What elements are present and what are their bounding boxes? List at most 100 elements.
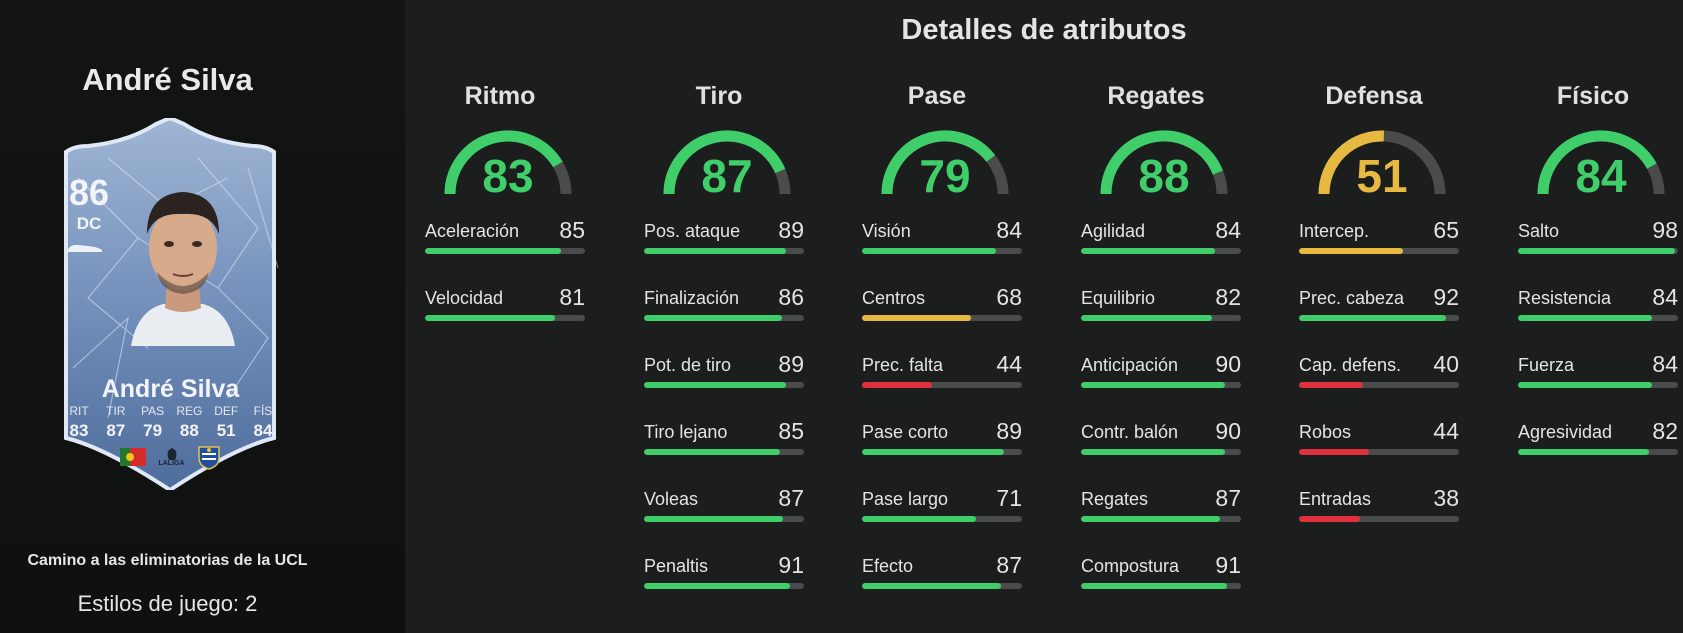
- attribute-bar-fill: [644, 583, 790, 589]
- attribute-name: Fuerza: [1518, 355, 1575, 375]
- attribute-bar-fill: [862, 315, 971, 321]
- attribute-bar-fill: [1081, 516, 1221, 522]
- attribute-value: 84: [1652, 284, 1678, 310]
- card-stat: TIR 87: [99, 404, 133, 441]
- category-4: Defensa 51 Intercep. 65 Prec. cabeza 92 Cap. d…: [1299, 82, 1459, 556]
- attribute-name: Robos: [1299, 422, 1352, 442]
- category-name: Ritmo: [464, 82, 536, 110]
- gauge-fill: [444, 130, 563, 195]
- attribute-bar-track: [1299, 382, 1459, 388]
- attribute-row[interactable]: Pot. de tiro 89: [644, 351, 804, 422]
- attribute-bar-track: [644, 248, 804, 254]
- card-stat: FÍS 84: [246, 404, 280, 441]
- attribute-name: Compostura: [1081, 556, 1180, 576]
- gauge-fill: [663, 130, 786, 195]
- attribute-row[interactable]: Equilibrio 82: [1081, 284, 1241, 355]
- attribute-row[interactable]: Velocidad 81: [425, 284, 585, 355]
- attribute-value: 92: [1433, 284, 1459, 310]
- attribute-row[interactable]: Prec. cabeza 92: [1299, 284, 1459, 355]
- card-stat: DEF 51: [209, 404, 243, 441]
- card-player-name: André Silva: [101, 375, 240, 403]
- attribute-row[interactable]: Resistencia 84: [1518, 284, 1678, 355]
- attribute-row[interactable]: Pos. ataque 89: [644, 217, 804, 288]
- attribute-bar-fill: [644, 315, 782, 321]
- attribute-row[interactable]: Aceleración 85: [425, 217, 585, 288]
- card-rating: 86: [68, 172, 110, 213]
- attribute-bar-track: [1518, 449, 1678, 455]
- section-title: Detalles de atributos: [901, 14, 1187, 46]
- attribute-value: 68: [996, 284, 1022, 310]
- attribute-bar-track: [425, 248, 585, 254]
- category-rating: 88: [1138, 150, 1190, 202]
- category-name: Defensa: [1325, 82, 1423, 110]
- attribute-name: Voleas: [644, 489, 699, 509]
- attribute-bar-track: [862, 315, 1022, 321]
- attribute-bar-track: [644, 516, 804, 522]
- card-stats: RIT 83 TIR 87 PAS 79 REG 88 DEF 51 FÍS 84: [62, 404, 280, 441]
- attribute-list: Visión 84 Centros 68 Prec. falta 44 Pase corto…: [862, 217, 1022, 623]
- attribute-name: Contr. balón: [1081, 422, 1179, 442]
- attribute-bar-fill: [644, 449, 780, 455]
- attribute-bar-track: [1081, 382, 1241, 388]
- attribute-row[interactable]: Penaltis 91: [644, 552, 804, 623]
- attribute-row[interactable]: Entradas 38: [1299, 485, 1459, 556]
- attribute-row[interactable]: Contr. balón 90: [1081, 418, 1241, 489]
- attribute-name: Resistencia: [1518, 288, 1612, 308]
- attribute-value: 87: [778, 485, 804, 511]
- attribute-row[interactable]: Finalización 86: [644, 284, 804, 355]
- attribute-name: Finalización: [644, 288, 740, 308]
- attribute-row[interactable]: Pase largo 71: [862, 485, 1022, 556]
- attribute-bar-fill: [1299, 516, 1360, 522]
- attribute-bar-track: [862, 516, 1022, 522]
- attribute-row[interactable]: Intercep. 65: [1299, 217, 1459, 288]
- attribute-name: Agresividad: [1518, 422, 1613, 442]
- attribute-row[interactable]: Agresividad 82: [1518, 418, 1678, 489]
- attribute-bar-fill: [1299, 382, 1363, 388]
- attribute-name: Velocidad: [425, 288, 504, 308]
- attribute-row[interactable]: Cap. defens. 40: [1299, 351, 1459, 422]
- attribute-name: Agilidad: [1081, 221, 1146, 241]
- attribute-bar-fill: [1081, 248, 1216, 254]
- attribute-value: 98: [1652, 217, 1678, 243]
- attribute-name: Pase largo: [862, 489, 949, 509]
- attribute-row[interactable]: Robos 44: [1299, 418, 1459, 489]
- attribute-bar-track: [644, 315, 804, 321]
- category-rating: 83: [482, 150, 534, 202]
- attribute-row[interactable]: Voleas 87: [644, 485, 804, 556]
- attribute-name: Equilibrio: [1081, 288, 1156, 308]
- attribute-value: 44: [1433, 418, 1459, 444]
- attribute-name: Pot. de tiro: [644, 355, 732, 375]
- attribute-row[interactable]: Compostura 91: [1081, 552, 1241, 623]
- attribute-name: Penaltis: [644, 556, 709, 576]
- category-gauge: 83: [443, 124, 583, 204]
- playstyles-label[interactable]: Estilos de juego: 2: [77, 591, 258, 616]
- attribute-value: 44: [996, 351, 1022, 377]
- attribute-bar-fill: [1518, 248, 1675, 254]
- player-name: André Silva: [82, 62, 253, 97]
- attribute-row[interactable]: Regates 87: [1081, 485, 1241, 556]
- attribute-row[interactable]: Pase corto 89: [862, 418, 1022, 489]
- attribute-row[interactable]: Efecto 87: [862, 552, 1022, 623]
- attribute-row[interactable]: Prec. falta 44: [862, 351, 1022, 422]
- player-card[interactable]: 86 DC André Silva RIT 83 TIR 87 PAS 79 REG 88 DE…: [48, 118, 293, 490]
- category-2: Pase 79 Visión 84 Centros 68 Prec. falta 44 Pase…: [862, 82, 1022, 623]
- attribute-value: 85: [778, 418, 804, 444]
- attribute-name: Prec. falta: [862, 355, 944, 375]
- attribute-row[interactable]: Salto 98: [1518, 217, 1678, 288]
- attribute-row[interactable]: Agilidad 84: [1081, 217, 1241, 288]
- attribute-bar-fill: [1081, 315, 1213, 321]
- attribute-bar-fill: [1518, 449, 1650, 455]
- attribute-row[interactable]: Anticipación 90: [1081, 351, 1241, 422]
- category-gauge: 79: [880, 124, 1020, 204]
- attribute-name: Aceleración: [425, 221, 520, 241]
- league-logo-text: LALIGA: [158, 459, 185, 467]
- attribute-row[interactable]: Visión 84: [862, 217, 1022, 288]
- boot-icon: [68, 244, 102, 252]
- attribute-bar-track: [1299, 248, 1459, 254]
- promo-label: Camino a las eliminatorias de la UCL: [27, 552, 308, 569]
- attribute-row[interactable]: Tiro lejano 85: [644, 418, 804, 489]
- attribute-row[interactable]: Fuerza 84: [1518, 351, 1678, 422]
- category-3: Regates 88 Agilidad 84 Equilibrio 82 Anticipac…: [1081, 82, 1241, 623]
- attribute-row[interactable]: Centros 68: [862, 284, 1022, 355]
- card-stat: REG 88: [172, 404, 206, 441]
